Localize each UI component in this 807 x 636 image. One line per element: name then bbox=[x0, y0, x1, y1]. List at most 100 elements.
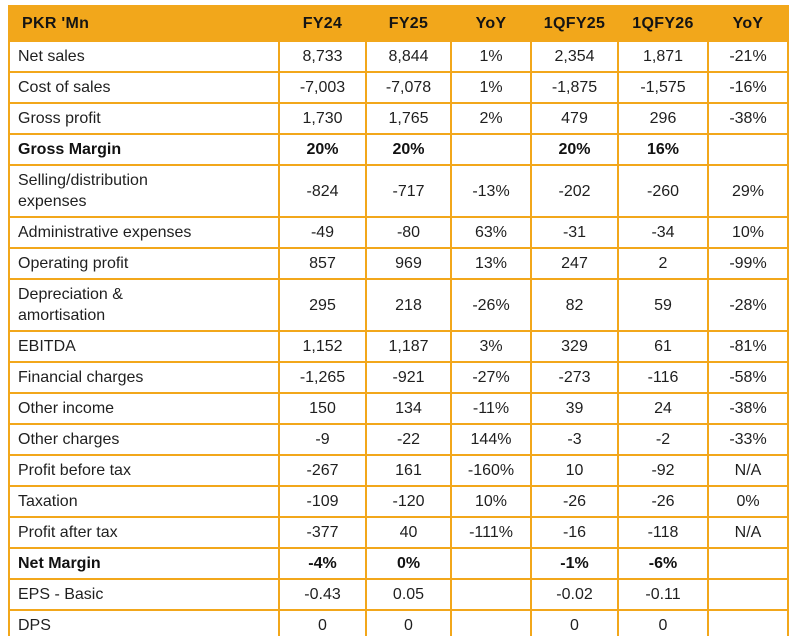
table-row: EBITDA 1,152 1,187 3% 329 61 -81% bbox=[8, 330, 789, 363]
row-label: Financial charges bbox=[8, 361, 280, 394]
column-header: FY24 bbox=[278, 5, 367, 42]
row-label: Taxation bbox=[8, 485, 280, 518]
row-label: Net sales bbox=[8, 40, 280, 73]
cell-value: 1,187 bbox=[365, 330, 452, 363]
cell-value: 1,730 bbox=[278, 102, 367, 135]
table-header: PKR 'Mn FY24 FY25 YoY 1QFY25 1QFY26 YoY bbox=[8, 5, 789, 42]
table-row: DPS 0 0 0 0 bbox=[8, 609, 789, 636]
row-label: Selling/distribution expenses bbox=[8, 164, 280, 218]
cell-value: -7,003 bbox=[278, 71, 367, 104]
table-row: EPS - Basic -0.43 0.05 -0.02 -0.11 bbox=[8, 578, 789, 611]
cell-value: 1% bbox=[450, 40, 532, 73]
cell-value bbox=[450, 547, 532, 580]
cell-value: 0 bbox=[617, 609, 709, 636]
cell-value bbox=[707, 133, 789, 166]
cell-value: -267 bbox=[278, 454, 367, 487]
cell-value: -26 bbox=[530, 485, 619, 518]
cell-value: -13% bbox=[450, 164, 532, 218]
cell-value: 144% bbox=[450, 423, 532, 456]
table-row: Profit after tax -377 40 -111% -16 -118 N/A bbox=[8, 516, 789, 549]
cell-value: 3% bbox=[450, 330, 532, 363]
cell-value: -160% bbox=[450, 454, 532, 487]
financial-statements-table: PKR 'Mn FY24 FY25 YoY 1QFY25 1QFY26 YoY Net sa… bbox=[8, 5, 789, 636]
cell-value: -0.02 bbox=[530, 578, 619, 611]
cell-value: -1% bbox=[530, 547, 619, 580]
row-label: EBITDA bbox=[8, 330, 280, 363]
table-row: Operating profit 857 969 13% 247 2 -99% bbox=[8, 247, 789, 280]
cell-value: -7,078 bbox=[365, 71, 452, 104]
cell-value: -109 bbox=[278, 485, 367, 518]
cell-value: -118 bbox=[617, 516, 709, 549]
cell-value: 29% bbox=[707, 164, 789, 218]
cell-value: -3 bbox=[530, 423, 619, 456]
cell-value: 0.05 bbox=[365, 578, 452, 611]
cell-value: 161 bbox=[365, 454, 452, 487]
row-label: Gross profit bbox=[8, 102, 280, 135]
cell-value: 0 bbox=[365, 609, 452, 636]
table-row: Depreciation & amortisation 295 218 -26% 82 5… bbox=[8, 278, 789, 332]
cell-value: -58% bbox=[707, 361, 789, 394]
cell-value: 13% bbox=[450, 247, 532, 280]
cell-value: -99% bbox=[707, 247, 789, 280]
cell-value: 2% bbox=[450, 102, 532, 135]
table-row: Net Margin -4% 0% -1% -6% bbox=[8, 547, 789, 580]
cell-value: 2 bbox=[617, 247, 709, 280]
cell-value: -4% bbox=[278, 547, 367, 580]
cell-value: -28% bbox=[707, 278, 789, 332]
table-row: Net sales 8,733 8,844 1% 2,354 1,871 -21% bbox=[8, 40, 789, 73]
cell-value: 8,733 bbox=[278, 40, 367, 73]
cell-value: N/A bbox=[707, 516, 789, 549]
cell-value: 1,765 bbox=[365, 102, 452, 135]
cell-value: 295 bbox=[278, 278, 367, 332]
table-row: Financial charges -1,265 -921 -27% -273 -116-… bbox=[8, 361, 789, 394]
table-row: Other charges -9 -22 144% -3 -2 -33% bbox=[8, 423, 789, 456]
table-row: Gross Margin 20% 20% 20% 16% bbox=[8, 133, 789, 166]
cell-value: 0 bbox=[530, 609, 619, 636]
cell-value: -202 bbox=[530, 164, 619, 218]
cell-value: 296 bbox=[617, 102, 709, 135]
cell-value: 0 bbox=[278, 609, 367, 636]
cell-value: 8,844 bbox=[365, 40, 452, 73]
cell-value bbox=[450, 609, 532, 636]
table-row: Administrative expenses -49 -80 63% -31 -34 10… bbox=[8, 216, 789, 249]
cell-value: 1,871 bbox=[617, 40, 709, 73]
cell-value: 0% bbox=[707, 485, 789, 518]
row-label: EPS - Basic bbox=[8, 578, 280, 611]
cell-value bbox=[450, 578, 532, 611]
column-header: 1QFY26 bbox=[617, 5, 709, 42]
cell-value: -377 bbox=[278, 516, 367, 549]
cell-value: 969 bbox=[365, 247, 452, 280]
column-header: YoY bbox=[450, 5, 532, 42]
cell-value: 82 bbox=[530, 278, 619, 332]
cell-value bbox=[450, 133, 532, 166]
row-label: Gross Margin bbox=[8, 133, 280, 166]
cell-value: -21% bbox=[707, 40, 789, 73]
column-header: FY25 bbox=[365, 5, 452, 42]
cell-value: 150 bbox=[278, 392, 367, 425]
cell-value: -27% bbox=[450, 361, 532, 394]
cell-value: -9 bbox=[278, 423, 367, 456]
header-row: PKR 'Mn FY24 FY25 YoY 1QFY25 1QFY26 YoY bbox=[8, 5, 789, 42]
cell-value: -717 bbox=[365, 164, 452, 218]
cell-value: 857 bbox=[278, 247, 367, 280]
cell-value: -1,575 bbox=[617, 71, 709, 104]
cell-value: 218 bbox=[365, 278, 452, 332]
cell-value: 247 bbox=[530, 247, 619, 280]
cell-value: 20% bbox=[365, 133, 452, 166]
cell-value: 2,354 bbox=[530, 40, 619, 73]
cell-value: 39 bbox=[530, 392, 619, 425]
cell-value: -16 bbox=[530, 516, 619, 549]
column-header-unit: PKR 'Mn bbox=[8, 5, 280, 42]
cell-value bbox=[707, 609, 789, 636]
row-label: Profit after tax bbox=[8, 516, 280, 549]
cell-value: -1,265 bbox=[278, 361, 367, 394]
row-label: Other charges bbox=[8, 423, 280, 456]
cell-value: -824 bbox=[278, 164, 367, 218]
cell-value bbox=[707, 578, 789, 611]
table-row: Other income 150 134 -11% 39 24 -38% bbox=[8, 392, 789, 425]
table-row: Cost of sales -7,003 -7,078 1% -1,875 -1,575-… bbox=[8, 71, 789, 104]
cell-value: -92 bbox=[617, 454, 709, 487]
cell-value: 0% bbox=[365, 547, 452, 580]
cell-value: -11% bbox=[450, 392, 532, 425]
